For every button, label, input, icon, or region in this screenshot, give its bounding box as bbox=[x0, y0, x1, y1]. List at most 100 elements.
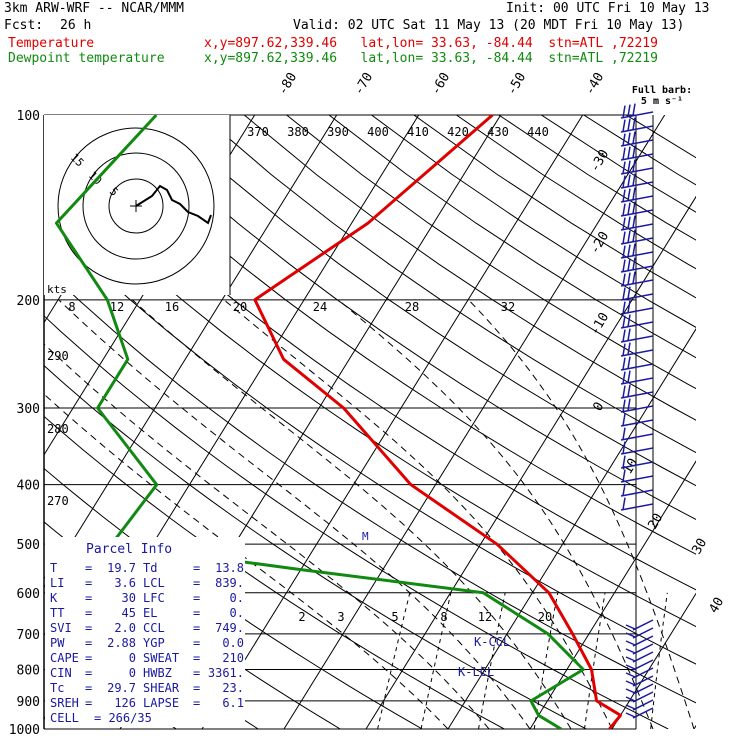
isotherm-line bbox=[365, 195, 696, 729]
mixing-ratio-label: 32 bbox=[501, 300, 515, 314]
wind-barb bbox=[625, 627, 654, 639]
parcel-param-sep: = bbox=[85, 621, 92, 635]
wind-barb bbox=[620, 497, 654, 511]
hodograph-ring bbox=[108, 178, 164, 234]
theta-label: 420 bbox=[447, 125, 469, 139]
wind-barb bbox=[625, 635, 654, 647]
parcel-param-value: 839. bbox=[215, 576, 244, 590]
dry-adiabat-line bbox=[201, 115, 696, 454]
mixing-ratio-label: 12 bbox=[110, 300, 124, 314]
parcel-param-value: 0 bbox=[129, 651, 136, 665]
dewpoint-legend: Dewpoint temperature bbox=[8, 51, 165, 66]
wind-barb bbox=[620, 384, 654, 399]
parcel-param-sep: = bbox=[193, 696, 200, 710]
pressure-label: 100 bbox=[17, 109, 40, 124]
ccl-marker: K-CCL bbox=[474, 635, 510, 649]
mixing-ratio-label: 24 bbox=[313, 300, 327, 314]
parcel-param-sep: = bbox=[193, 621, 200, 635]
parcel-param-value: 3.6 bbox=[114, 576, 136, 590]
temperature-location: x,y=897.62,339.46 lat,lon= 33.63, -84.44… bbox=[204, 36, 658, 51]
wind-barb bbox=[625, 691, 654, 703]
parcel-param-sep: = bbox=[193, 606, 200, 620]
parcel-param-label: SHEAR bbox=[143, 681, 180, 695]
wind-barb bbox=[625, 683, 654, 695]
theta-label: 280 bbox=[47, 422, 69, 436]
isotherm-label: -50 bbox=[504, 70, 529, 98]
hodograph-trace bbox=[135, 184, 212, 225]
theta-label: 380 bbox=[287, 125, 309, 139]
mixing-ratio-label: 20 bbox=[233, 300, 247, 314]
wind-barb bbox=[625, 651, 654, 663]
parcel-param-label: CCL bbox=[143, 621, 165, 635]
mixing-ratio-label: 5 bbox=[391, 610, 398, 624]
mixing-ratio-label: 12 bbox=[478, 610, 492, 624]
parcel-param-label: LAPSE bbox=[143, 696, 179, 710]
wind-barb bbox=[625, 619, 654, 631]
parcel-param-label: TT bbox=[50, 606, 64, 620]
parcel-param-sep: = bbox=[85, 561, 92, 575]
wind-barb bbox=[620, 159, 654, 175]
dry-adiabat-line bbox=[371, 115, 696, 328]
temperature-legend: Temperature bbox=[8, 36, 95, 51]
parcel-param-label: T bbox=[50, 561, 57, 575]
lcl-marker: K-LCL bbox=[458, 665, 494, 679]
parcel-param-label: CAPE bbox=[50, 651, 79, 665]
parcel-param-label: PW bbox=[50, 636, 65, 650]
init-time: Init: 00 UTC Fri 10 May 13 bbox=[506, 1, 710, 16]
parcel-param-label: HWBZ bbox=[143, 666, 172, 680]
parcel-param-value: 23. bbox=[222, 681, 244, 695]
isotherm-line bbox=[693, 724, 696, 729]
pressure-label: 900 bbox=[17, 695, 40, 710]
parcel-param-label: Td bbox=[143, 561, 157, 575]
isotherm-line bbox=[44, 115, 338, 589]
parcel-param-label: EL bbox=[143, 606, 157, 620]
parcel-param-value: 30 bbox=[122, 591, 136, 605]
parcel-param-sep: = bbox=[85, 606, 92, 620]
parcel-param-value: 0. bbox=[230, 591, 244, 605]
parcel-param-value: 19.7 bbox=[107, 561, 136, 575]
parcel-param-sep: = bbox=[85, 576, 92, 590]
dry-adiabat-line bbox=[498, 115, 696, 241]
barb-legend-title: Full barb: bbox=[632, 85, 692, 96]
isotherm-label: 30 bbox=[689, 536, 710, 557]
mixing-ratio-line bbox=[584, 592, 606, 729]
wind-barb bbox=[620, 356, 654, 371]
dry-adiabat-line bbox=[328, 115, 696, 359]
hodograph-ring bbox=[82, 152, 190, 260]
isotherm-line bbox=[0, 115, 9, 729]
pressure-label: 500 bbox=[17, 538, 40, 553]
forecast-label: Fcst: bbox=[4, 18, 44, 33]
wind-barb bbox=[620, 173, 654, 189]
wind-barb bbox=[620, 483, 654, 497]
parcel-param-value: 749. bbox=[215, 621, 244, 635]
wind-barb bbox=[620, 229, 654, 245]
dry-adiabat-line bbox=[44, 315, 669, 729]
dewpoint-location: x,y=897.62,339.46 lat,lon= 33.63, -84.44… bbox=[204, 51, 658, 66]
barb-legend-units: 5 m s⁻¹ bbox=[641, 96, 683, 107]
parcel-param-sep: = bbox=[193, 636, 200, 650]
parcel-param-label: Tc bbox=[50, 681, 64, 695]
parcel-param-sep: = bbox=[193, 576, 200, 590]
wind-barb bbox=[620, 370, 654, 385]
dry-adiabat-line bbox=[44, 126, 696, 591]
mixing-ratio-label: 28 bbox=[405, 300, 419, 314]
wind-barb bbox=[625, 675, 654, 687]
wind-barb bbox=[620, 398, 654, 413]
isotherm-label: -70 bbox=[351, 70, 376, 98]
wind-barb bbox=[625, 707, 654, 719]
parcel-param-value: 126 bbox=[114, 696, 136, 710]
m-marker: M bbox=[362, 530, 369, 543]
wind-barb bbox=[620, 455, 654, 469]
parcel-param-label: K bbox=[50, 591, 58, 605]
theta-label: 290 bbox=[47, 349, 69, 363]
isotherm-label: -80 bbox=[275, 70, 300, 98]
wind-barb bbox=[620, 413, 654, 427]
theta-label: 410 bbox=[407, 125, 429, 139]
parcel-param-sep: = bbox=[193, 681, 200, 695]
cell-value: = 266/35 bbox=[94, 711, 152, 725]
parcel-param-label: YGP bbox=[143, 636, 165, 650]
parcel-param-value: 13.8 bbox=[215, 561, 244, 575]
parcel-info-title: Parcel Info bbox=[86, 542, 172, 557]
parcel-param-value: 3361. bbox=[208, 666, 244, 680]
hodograph-units: kts bbox=[47, 283, 67, 296]
